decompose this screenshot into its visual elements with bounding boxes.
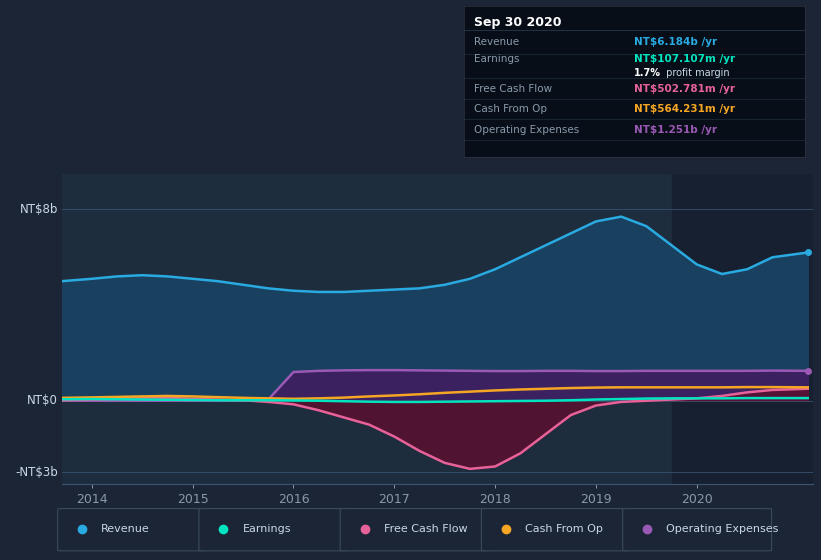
Text: Earnings: Earnings xyxy=(474,54,520,64)
Text: 1.7%: 1.7% xyxy=(635,68,661,78)
Text: Earnings: Earnings xyxy=(242,524,291,534)
Text: NT$107.107m /yr: NT$107.107m /yr xyxy=(635,54,736,64)
Text: NT$0: NT$0 xyxy=(27,394,57,407)
Text: NT$8b: NT$8b xyxy=(20,203,57,216)
Text: Free Cash Flow: Free Cash Flow xyxy=(383,524,467,534)
FancyBboxPatch shape xyxy=(481,508,631,551)
FancyBboxPatch shape xyxy=(622,508,772,551)
Text: Revenue: Revenue xyxy=(474,37,519,47)
FancyBboxPatch shape xyxy=(199,508,348,551)
Text: NT$1.251b /yr: NT$1.251b /yr xyxy=(635,125,718,136)
Text: Sep 30 2020: Sep 30 2020 xyxy=(474,16,562,29)
Bar xyxy=(672,174,813,484)
Text: NT$502.781m /yr: NT$502.781m /yr xyxy=(635,84,736,94)
Text: Free Cash Flow: Free Cash Flow xyxy=(474,84,553,94)
Text: Operating Expenses: Operating Expenses xyxy=(666,524,778,534)
Text: Cash From Op: Cash From Op xyxy=(525,524,603,534)
Text: -NT$3b: -NT$3b xyxy=(15,466,57,479)
Text: NT$564.231m /yr: NT$564.231m /yr xyxy=(635,104,736,114)
Text: NT$6.184b /yr: NT$6.184b /yr xyxy=(635,37,718,47)
Text: Revenue: Revenue xyxy=(101,524,150,534)
FancyBboxPatch shape xyxy=(57,508,207,551)
Text: Cash From Op: Cash From Op xyxy=(474,104,547,114)
FancyBboxPatch shape xyxy=(340,508,489,551)
Text: Operating Expenses: Operating Expenses xyxy=(474,125,580,136)
Text: profit margin: profit margin xyxy=(663,68,730,78)
